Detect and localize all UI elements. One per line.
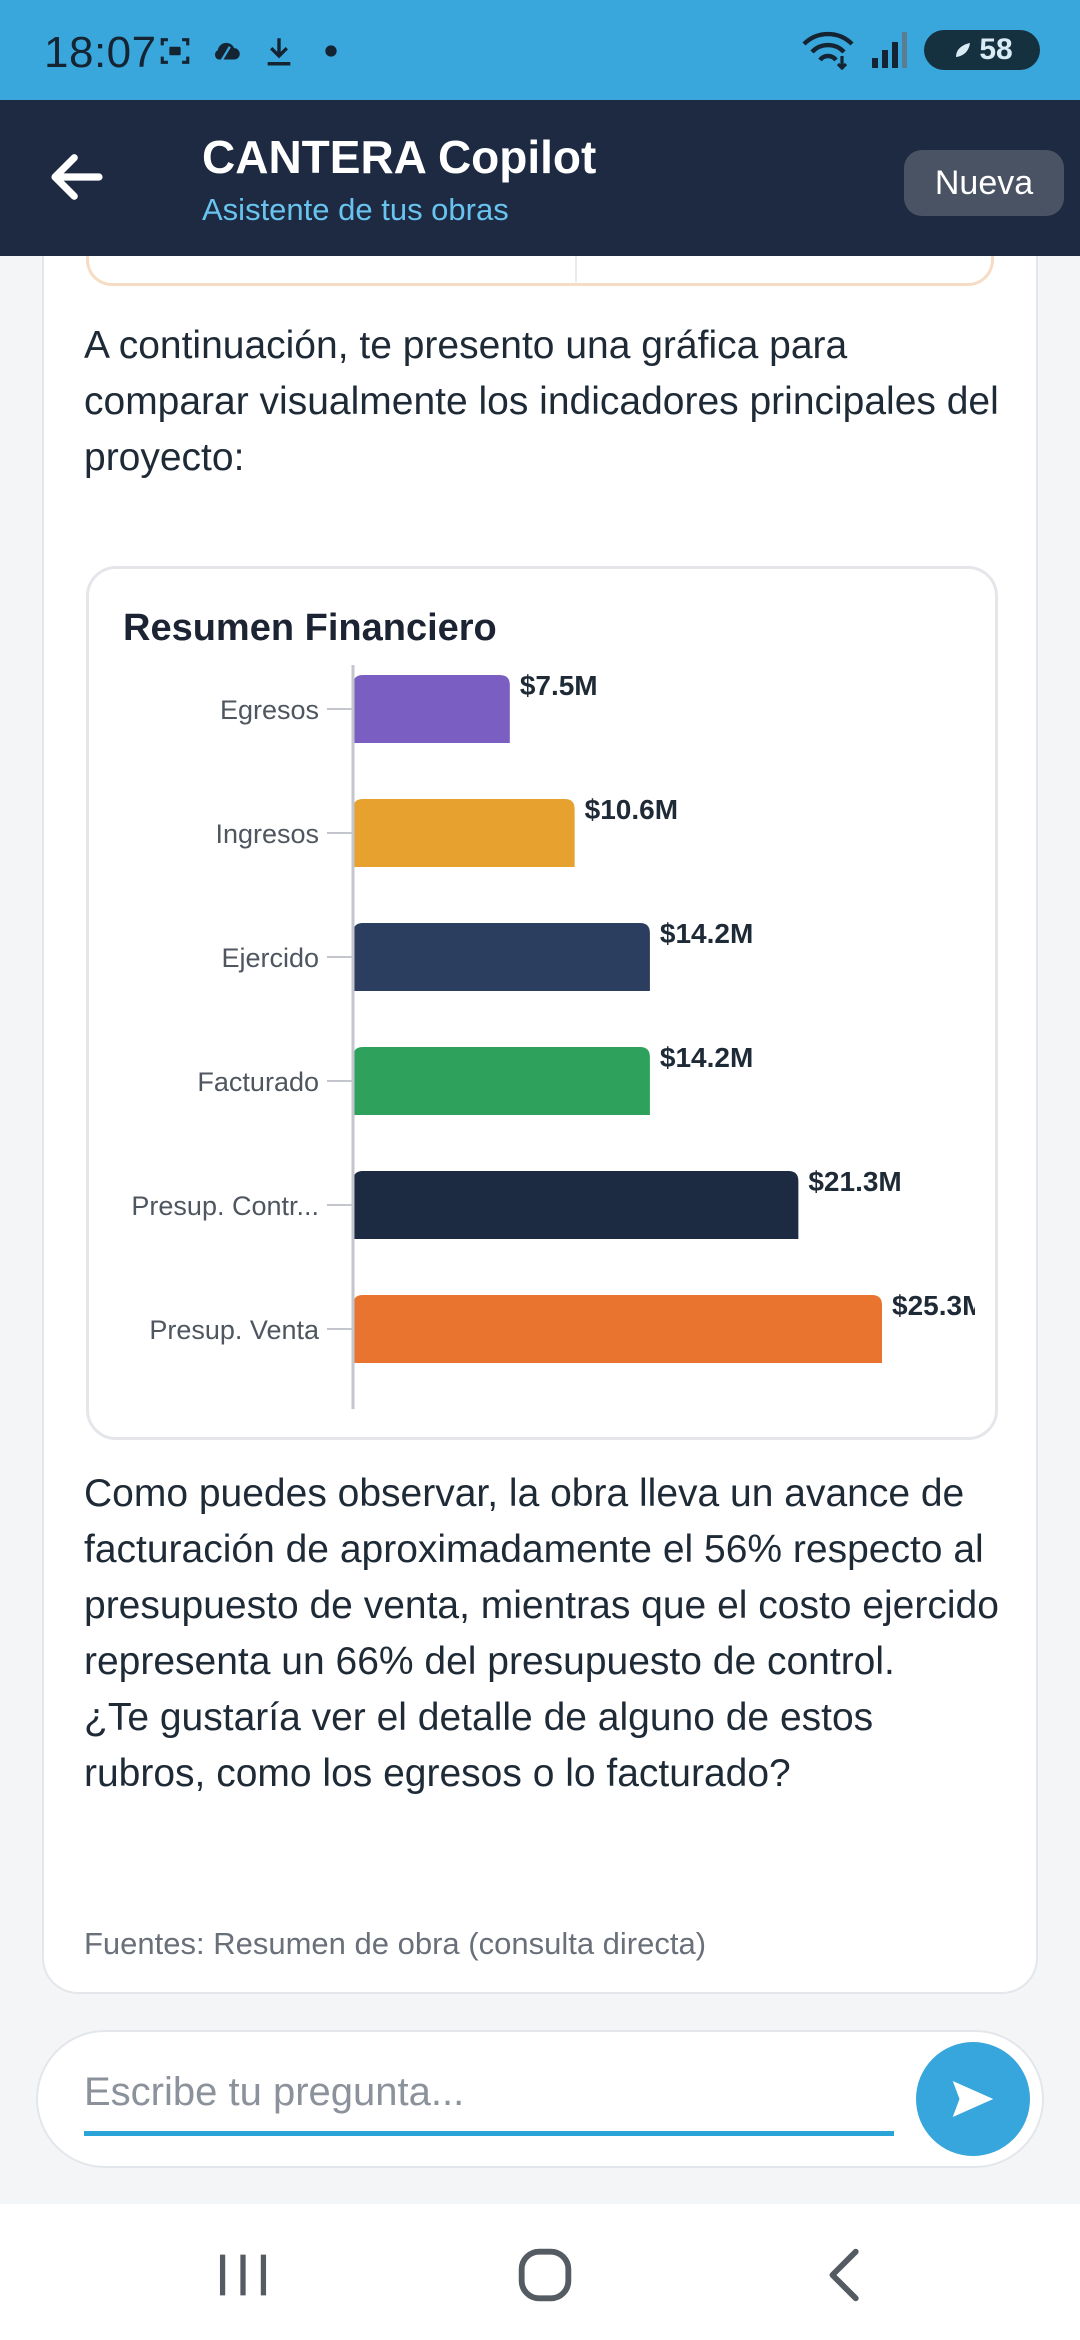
dot-icon [325,45,337,57]
status-icons-right: 58 [802,30,1040,70]
chart-bar-2 [353,799,575,867]
home-icon[interactable] [510,2240,580,2310]
bar-chart: Egresos $7.5M Ingresos $10.6M Ejercido $14.2M… [131,665,985,1409]
chart-card: Resumen Financiero Egresos $7.5M Ingresos $… [86,566,998,1440]
battery-icon: 58 [924,30,1040,70]
chart-value-label-1: $7.5M [520,670,598,701]
message-outro-question: ¿Te gustaría ver el detalle de alguno de… [84,1696,874,1795]
chart-bar-3 [352,923,650,991]
status-time: 18:07 [44,28,157,77]
new-chat-button[interactable]: Nueva [904,150,1064,216]
chart-category-label-5: Presup. Contr... [131,1191,319,1221]
input-bar [36,2030,1044,2168]
back-arrow-icon[interactable] [44,144,110,210]
status-icons-left [158,34,348,68]
chart-category-label-4: Facturado [197,1067,319,1097]
question-input[interactable] [84,2060,894,2136]
previous-table-edge [86,256,994,286]
chart-value-label-2: $10.6M [585,794,678,825]
chat-area[interactable]: A continuación, te presento una gráfica … [0,256,1080,2200]
system-nav-bar [0,2204,1080,2340]
chart-category-label-1: Egresos [220,695,319,725]
screenshot-icon [160,38,190,64]
chart-value-label-6: $25.3M [892,1290,985,1321]
signal-icon [872,32,907,68]
status-bar: 18:07 [0,0,1080,100]
battery-level: 58 [979,33,1013,66]
chart-bar-5 [353,1171,799,1239]
back-nav-icon[interactable] [812,2240,882,2310]
message-outro-analysis: Como puedes observar, la obra lleva un a… [84,1472,999,1683]
download-icon [267,38,291,66]
send-button[interactable] [916,2042,1030,2156]
chart-bar-6 [353,1295,882,1363]
wifi-icon [802,31,854,70]
chart-category-label-6: Presup. Venta [149,1315,320,1345]
chart-category-label-2: Ingresos [215,819,319,849]
chart-bar-4 [352,1047,650,1115]
app-header: CANTERA Copilot Asistente de tus obras N… [0,100,1080,256]
recent-apps-icon[interactable] [208,2240,278,2310]
battery-saver-icon [956,43,971,57]
send-icon [952,2081,994,2117]
chart-value-label-3: $14.2M [660,918,753,949]
chart-bar-1 [353,675,510,743]
chart-value-label-4: $14.2M [660,1042,753,1073]
message-intro: A continuación, te presento una gráfica … [84,324,999,479]
chart-title: Resumen Financiero [123,607,497,649]
app-title: CANTERA Copilot [202,131,597,183]
message-outro: Como puedes observar, la obra lleva un a… [84,1466,1004,1802]
app-subtitle: Asistente de tus obras [202,192,509,227]
cloud-icon [214,42,240,62]
message-source: Fuentes: Resumen de obra (consulta direc… [84,1926,707,1961]
chart-value-label-5: $21.3M [808,1166,901,1197]
chart-category-label-3: Ejercido [221,943,319,973]
